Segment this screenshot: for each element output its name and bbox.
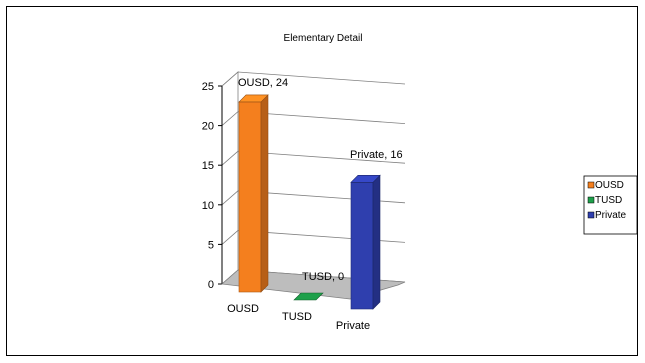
gridline [221,229,406,245]
gridline [221,71,406,87]
bar-side [372,174,381,310]
bar-private [350,181,374,310]
y-tick-label: 20 [202,121,214,133]
y-tick-label: 0 [208,279,214,291]
chart-frame [6,6,638,356]
data-label: OUSD, 24 [238,77,288,89]
bar-top [350,174,381,183]
x-tick-label: Private [336,320,370,332]
y-tick-label: 5 [208,239,214,251]
side-wall [221,71,239,285]
legend-swatch [587,181,595,189]
legend-label: TUSD [595,195,622,206]
legend-swatch [587,211,595,219]
gridline [221,190,406,206]
y-tick-label: 25 [202,81,214,93]
y-tick-label: 15 [202,160,214,172]
bar-tusd [293,292,324,301]
bar-ousd [238,101,262,293]
gridline [221,111,406,126]
data-label: Private, 16 [350,149,403,161]
chart-title: Elementary Detail [284,33,363,44]
data-label: TUSD, 0 [302,271,344,283]
legend-label: OUSD [595,180,624,191]
legend-label: Private [595,210,627,221]
legend: OUSD TUSD Private [583,175,638,235]
legend-swatch [587,196,595,204]
bar-top [238,94,269,103]
gridline [221,150,406,166]
bar-side [260,94,269,293]
x-tick-label: OUSD [227,303,259,315]
x-tick-label: TUSD [282,311,312,323]
y-tick-label: 10 [202,200,214,212]
